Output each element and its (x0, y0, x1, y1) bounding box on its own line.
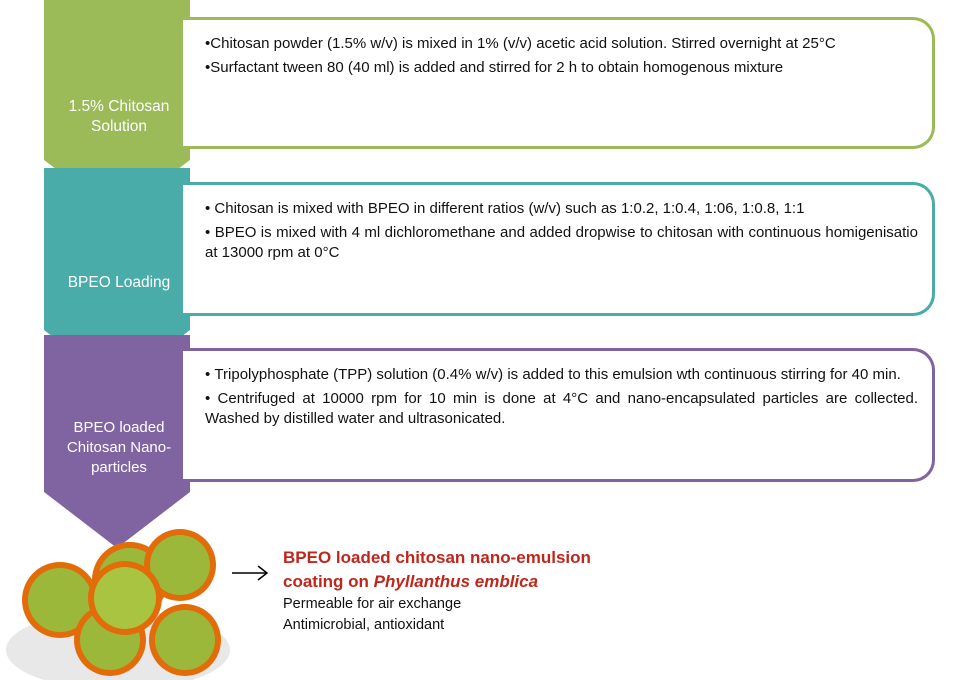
bullet: Chitosan is mixed with BPEO in different… (205, 199, 918, 219)
result-detail: Permeable for air exchange (283, 594, 591, 615)
result: BPEO loaded chitosan nano-emulsion coati… (283, 546, 591, 636)
step-label: BPEO Loading (48, 273, 190, 293)
step-label: BPEO loaded Chitosan Nano-particles (48, 418, 190, 478)
step-label: 1.5% Chitosan Solution (48, 97, 190, 137)
result-title-text: coating on (283, 572, 374, 591)
bullet: BPEO is mixed with 4 ml dichloromethane … (205, 223, 918, 263)
result-title: coating on Phyllanthus emblica (283, 570, 591, 594)
bullet: Chitosan powder (1.5% w/v) is mixed in 1… (205, 34, 918, 54)
step-box: Chitosan is mixed with BPEO in different… (183, 182, 935, 316)
bullet: Centrifuged at 10000 rpm for 10 min is d… (205, 389, 918, 429)
species-name: Phyllanthus emblica (374, 572, 538, 591)
bullet: Tripolyphosphate (TPP) solution (0.4% w/… (205, 365, 918, 385)
diagram: Chitosan powder (1.5% w/v) is mixed in 1… (0, 0, 957, 680)
result-title: BPEO loaded chitosan nano-emulsion (283, 546, 591, 570)
step-box: Chitosan powder (1.5% w/v) is mixed in 1… (183, 17, 935, 149)
result-detail: Antimicrobial, antioxidant (283, 615, 591, 636)
bullet: Surfactant tween 80 (40 ml) is added and… (205, 58, 918, 78)
step-box: Tripolyphosphate (TPP) solution (0.4% w/… (183, 348, 935, 482)
